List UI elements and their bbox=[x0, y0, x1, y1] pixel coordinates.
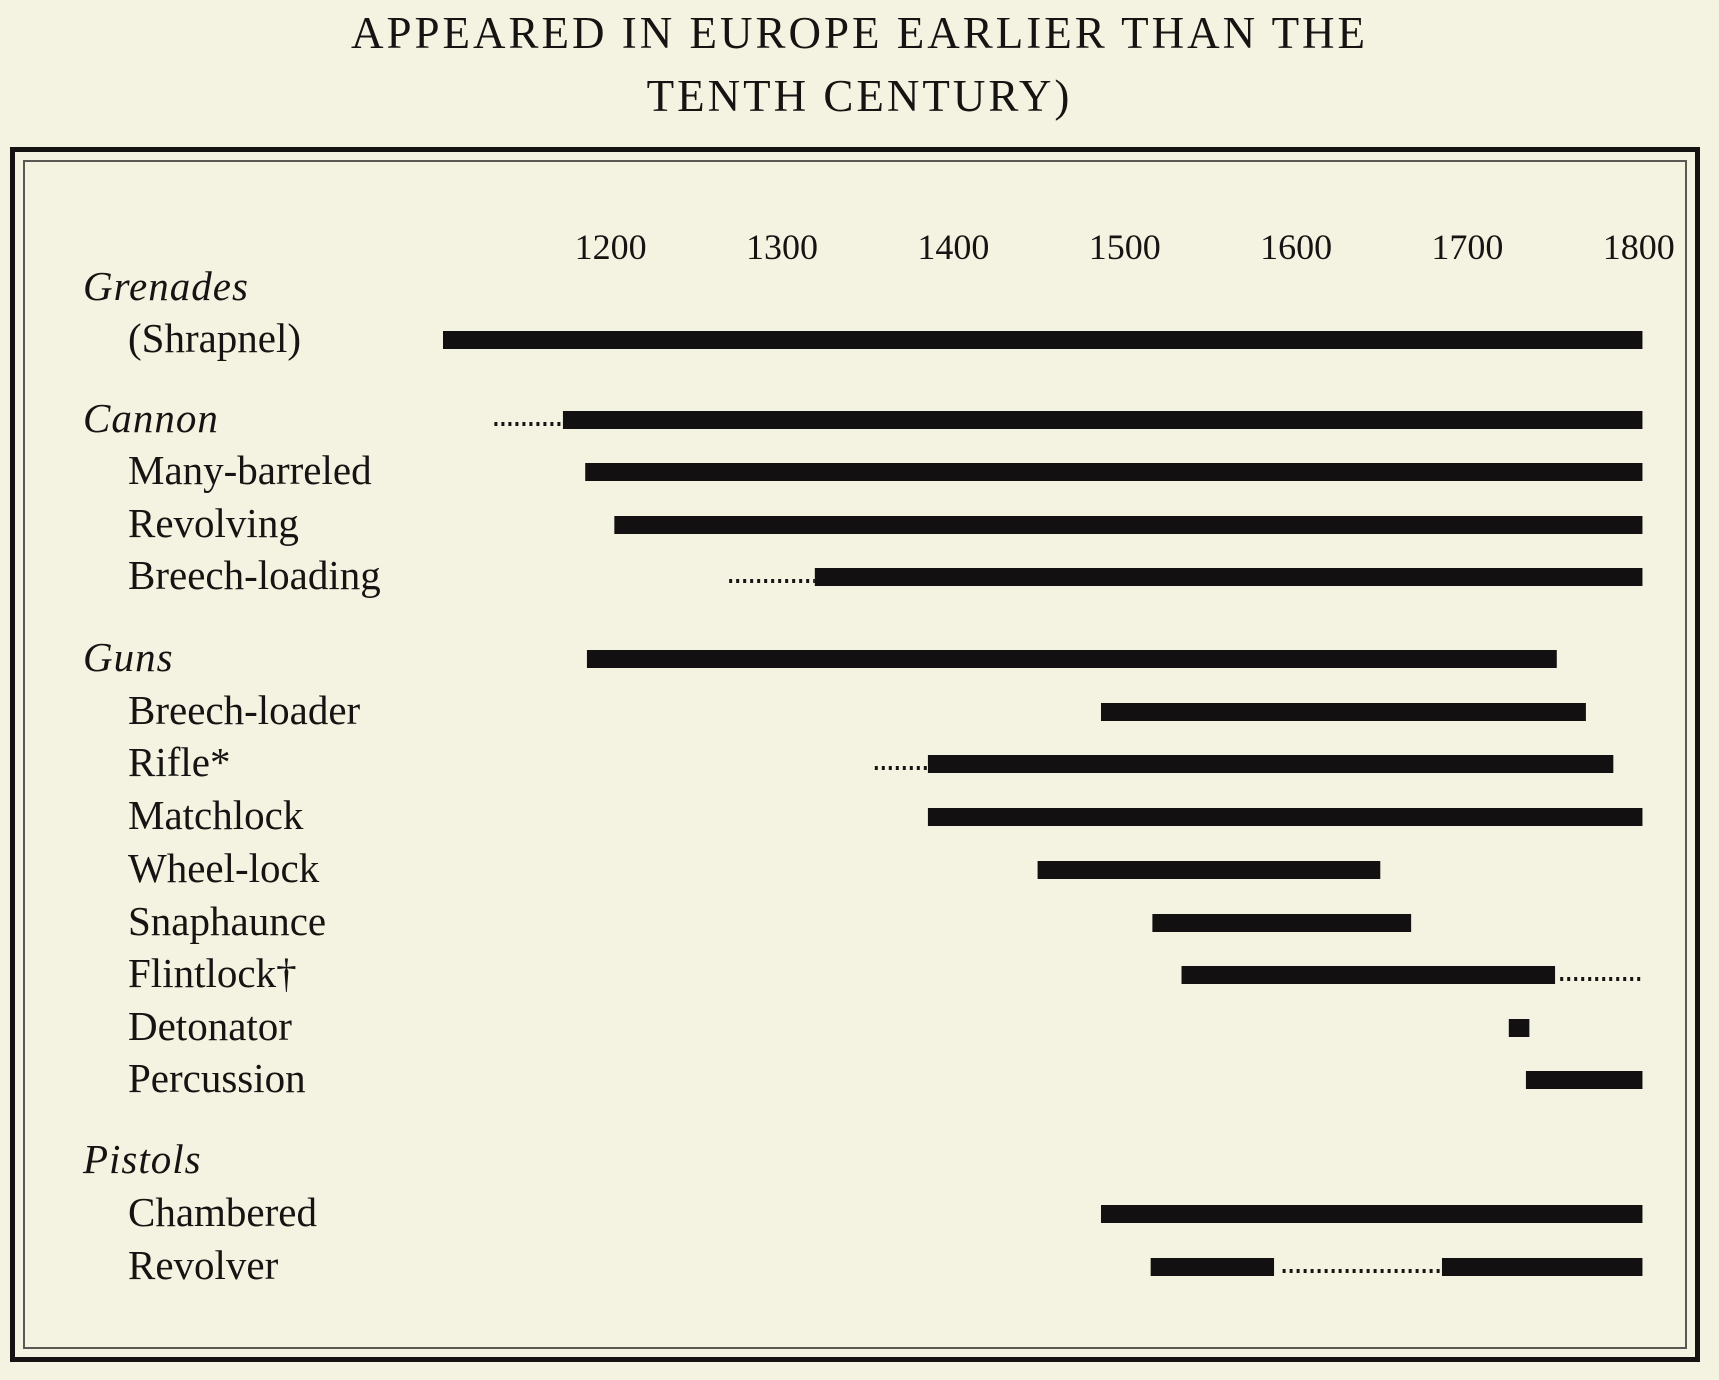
row-label: Breech-loader bbox=[128, 687, 361, 733]
row-label: Flintlock† bbox=[128, 950, 297, 996]
timeline-bar bbox=[1508, 1019, 1530, 1037]
group-label: Cannon bbox=[83, 395, 219, 441]
timeline-bar bbox=[927, 755, 1614, 773]
row-label: Percussion bbox=[128, 1055, 306, 1101]
x-tick-label: 1500 bbox=[1089, 227, 1161, 267]
row-label: Breech-loading bbox=[128, 552, 381, 598]
timeline-bar bbox=[1037, 861, 1381, 879]
row-label: Revolving bbox=[128, 500, 299, 546]
row-label: (Shrapnel) bbox=[128, 315, 301, 361]
title-line-1: APPEARED IN EUROPE EARLIER THAN THE bbox=[350, 8, 1369, 58]
timeline-bar bbox=[585, 463, 1643, 481]
timeline-bar bbox=[1150, 1258, 1275, 1276]
title-line-2: TENTH CENTURY) bbox=[646, 71, 1073, 121]
chart-frame-outer bbox=[10, 147, 1700, 1362]
chart-frame-inner bbox=[23, 160, 1687, 1349]
timeline-bar bbox=[1181, 966, 1556, 984]
row-label: Snaphaunce bbox=[128, 898, 326, 944]
row-label: Matchlock bbox=[128, 792, 304, 838]
timeline-bar bbox=[814, 568, 1643, 586]
x-tick-label: 1700 bbox=[1431, 227, 1503, 267]
group-label: Pistols bbox=[82, 1136, 202, 1182]
timeline-bar bbox=[1525, 1071, 1643, 1089]
x-tick-label: 1300 bbox=[746, 227, 818, 267]
group-label: Guns bbox=[83, 634, 174, 680]
row-label: Wheel-lock bbox=[128, 845, 320, 891]
timeline-bar bbox=[1100, 1205, 1643, 1223]
row-label: Detonator bbox=[128, 1003, 292, 1049]
timeline-bar bbox=[562, 411, 1643, 429]
timeline-bar bbox=[614, 516, 1643, 534]
chart-title: APPEARED IN EUROPE EARLIER THAN THE TENT… bbox=[0, 0, 1719, 128]
row-label: Rifle* bbox=[128, 739, 230, 785]
timeline-bar bbox=[1100, 703, 1586, 721]
timeline-bar bbox=[586, 650, 1557, 668]
row-label: Revolver bbox=[128, 1242, 279, 1288]
x-tick-label: 1400 bbox=[917, 227, 989, 267]
timeline-bar bbox=[1152, 914, 1412, 932]
x-tick-label: 1800 bbox=[1603, 227, 1675, 267]
timeline-bar bbox=[927, 808, 1643, 826]
timeline-bar bbox=[1441, 1258, 1643, 1276]
row-label: Many-barreled bbox=[128, 447, 372, 493]
group-label: Grenades bbox=[83, 263, 249, 309]
x-tick-label: 1200 bbox=[575, 227, 647, 267]
timeline-bar bbox=[443, 331, 1643, 349]
row-label: Chambered bbox=[128, 1189, 317, 1235]
x-tick-label: 1600 bbox=[1260, 227, 1332, 267]
